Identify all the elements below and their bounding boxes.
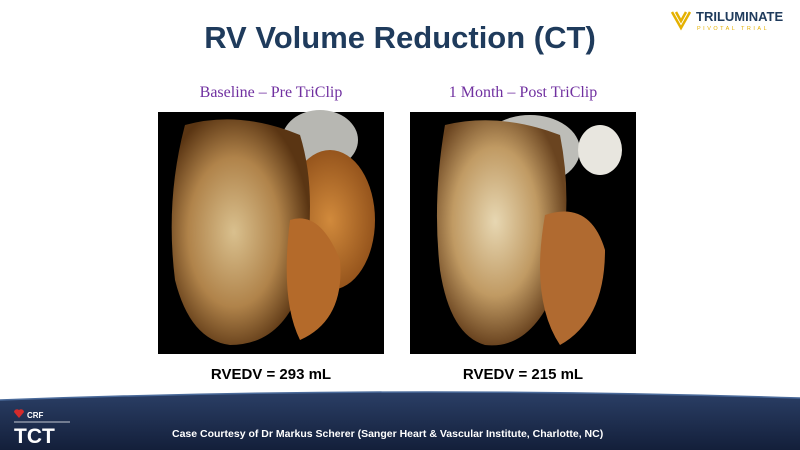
logo-name: TRILUMINATE (696, 9, 783, 24)
panel-caption: RVEDV = 215 mL (463, 366, 583, 383)
logo: TRILUMINATE PIVOTAL TRIAL (670, 9, 783, 32)
slide-title: RV Volume Reduction (CT) (204, 20, 596, 55)
event: TCT (14, 425, 55, 448)
ct-image-baseline (158, 110, 384, 354)
panel-label: 1 Month – Post TriClip (449, 84, 598, 101)
logo-tagline: PIVOTAL TRIAL (697, 26, 769, 32)
tct-logo: CRF TCT (14, 409, 70, 448)
panel-label: Baseline – Pre TriClip (200, 84, 343, 101)
ct-image-post (410, 112, 636, 354)
footer-edge (0, 391, 800, 401)
footer-credit: Case Courtesy of Dr Markus Scherer (Sang… (172, 428, 603, 440)
footer-band (0, 391, 800, 450)
brand: CRF (27, 411, 44, 420)
panel-caption: RVEDV = 293 mL (211, 366, 331, 383)
logo-icon (670, 11, 692, 31)
